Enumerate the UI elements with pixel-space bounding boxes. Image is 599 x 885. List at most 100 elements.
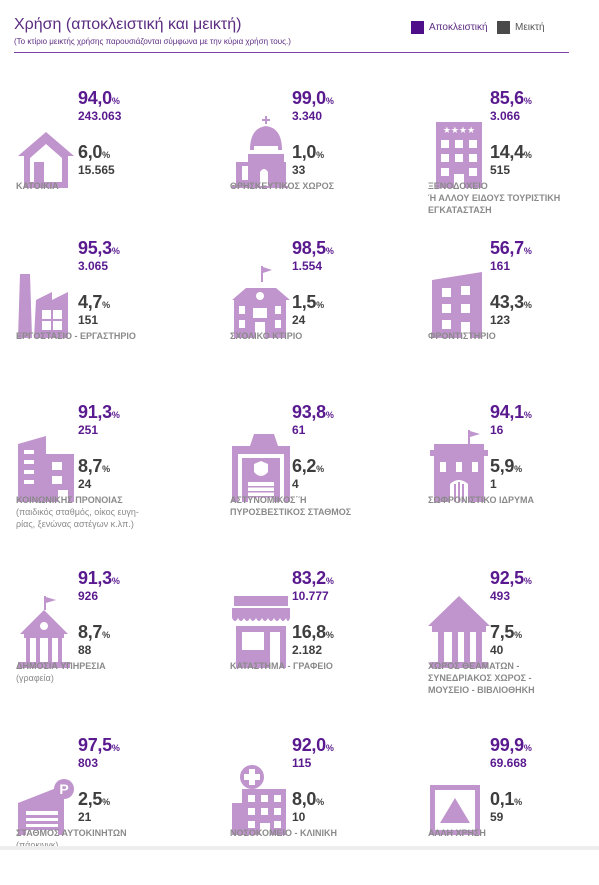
mixed-count: 515 [490, 163, 511, 177]
exclusive-count: 493 [490, 589, 511, 603]
mixed-count: 15.565 [78, 163, 115, 177]
percent-sign: % [102, 464, 110, 474]
usage-cell-museum: 92,5% 493 7,5% 40 ΧΩΡΟΣ ΘΕΑΜΑΤΩΝ - ΣΥΝΕΔΡΙΑΚΟ… [428, 568, 599, 718]
usage-cell-shop: 83,2% 10.777 16,8% 2.182 ΚΑΤΑΣΤΗΜΑ - ΓΡΑΦΕΙΟ [230, 568, 410, 718]
police-station-icon [230, 430, 292, 502]
page-subtitle: (Το κτίριο μεικτής χρήσης παρουσιάζονται… [14, 37, 291, 46]
percent-sign: % [102, 300, 110, 310]
exclusive-count: 115 [292, 756, 312, 770]
usage-label: ΣΧΟΛΙΚΟ ΚΤΙΡΙΟ [230, 331, 303, 341]
usage-label: ΝΟΣΟΚΟΜΕΙΟ - ΚΛΙΝΙΚΗ [230, 828, 337, 838]
percent-sign: % [514, 797, 522, 807]
usage-label: ΚΑΤΟΙΚΙΑ [16, 181, 59, 191]
exclusive-percent: 92,0% [292, 735, 334, 755]
usage-label: ΚΑΤΑΣΤΗΜΑ - ΓΡΑΦΕΙΟ [230, 661, 333, 671]
header: Χρήση (αποκλειστική και μεικτή) (Το κτίρ… [14, 16, 570, 54]
mixed-percent: 6,2% [292, 456, 324, 476]
exclusive-percent: 97,5% [78, 735, 120, 755]
usage-note: (πάρκινγκ) [16, 840, 59, 850]
percent-sign: % [523, 410, 532, 420]
exclusive-percent: 94,1% [490, 402, 532, 422]
mixed-percent: 8,0% [292, 789, 324, 809]
welfare-building-icon [16, 430, 78, 502]
usage-label: ΧΩΡΟΣ ΘΕΑΜΑΤΩΝ - ΣΥΝΕΔΡΙΑΚΟΣ ΧΩΡΟΣ - ΜΟΥΣΕ… [428, 661, 535, 695]
exclusive-percent: 83,2% [292, 568, 334, 588]
exclusive-percent: 99,0% [292, 88, 334, 108]
exclusive-percent: 92,5% [490, 568, 532, 588]
exclusive-percent: 93,8% [292, 402, 334, 422]
usage-cell-hospital: 92,0% 115 8,0% 10 ΝΟΣΟΚΟΜΕΙΟ - ΚΛΙΝΙΚΗ [230, 735, 410, 885]
mixed-count: 24 [78, 477, 92, 491]
exclusive-percent: 95,3% [78, 238, 120, 258]
mixed-count: 4 [292, 477, 299, 491]
percent-sign: % [523, 150, 532, 160]
usage-note: (παιδικός σταθμός, οίκος ευγη-ρίας, ξενώ… [16, 507, 139, 529]
exclusive-count: 3.065 [78, 259, 109, 273]
exclusive-percent: 56,7% [490, 238, 532, 258]
usage-cell-welfare-building: 91,3% 251 8,7% 24 ΚΟΙΝΩΝΙΚΗΣ ΠΡΟΝΟΙΑΣ (παιδικ… [16, 402, 196, 552]
hotel-icon: ★★★★ [428, 116, 490, 188]
exclusive-percent: 99,9% [490, 735, 532, 755]
percent-sign: % [325, 410, 334, 420]
exclusive-count: 1.554 [292, 259, 323, 273]
svg-text:P: P [59, 781, 68, 797]
mixed-percent: 1,0% [292, 142, 324, 162]
usage-cell-house: 94,0% 243.063 6,0% 15.565 ΚΑΤΟΙΚΙΑ [16, 88, 196, 238]
usage-label: ΚΟΙΝΩΝΙΚΗΣ ΠΡΟΝΟΙΑΣ [16, 495, 123, 505]
percent-sign: % [111, 743, 120, 753]
percent-sign: % [523, 576, 532, 586]
page-title: Χρήση (αποκλειστική και μεικτή) [14, 16, 242, 33]
footer-divider [0, 846, 599, 850]
shop-icon [230, 596, 292, 668]
percent-sign: % [514, 464, 522, 474]
exclusive-count: 243.063 [78, 109, 122, 123]
percent-sign: % [111, 576, 120, 586]
factory-icon [16, 266, 78, 338]
usage-label: ΣΩΦΡΟΝΙΣΤΙΚΟ ΙΔΡΥΜΑ [428, 495, 534, 505]
museum-icon [428, 596, 490, 668]
header-divider [14, 52, 569, 53]
percent-sign: % [325, 96, 334, 106]
usage-label: ΦΡΟΝΤΙΣΤΗΡΙΟ [428, 331, 496, 341]
svg-text:★★★★: ★★★★ [443, 126, 475, 136]
mixed-count: 123 [490, 313, 511, 327]
usage-cell-tutoring-building: 56,7% 161 43,3% 123 ΦΡΟΝΤΙΣΤΗΡΙΟ [428, 238, 599, 388]
mixed-percent: 4,7% [78, 292, 110, 312]
exclusive-percent: 85,6% [490, 88, 532, 108]
usage-cell-prison: 94,1% 16 5,9% 1 ΣΩΦΡΟΝΙΣΤΙΚΟ ΙΔΡΥΜΑ [428, 402, 599, 552]
mixed-percent: 8,7% [78, 622, 110, 642]
legend-exclusive-swatch [411, 21, 424, 34]
mixed-count: 10 [292, 810, 306, 824]
usage-label: ΞΕΝΟΔΟΧΕΙΟ Ή ΑΛΛΟΥ ΕΙΔΟΥΣ ΤΟΥΡΙΣΤΙΚΗ ΕΓΚΑΤ… [428, 181, 561, 215]
usage-cell-church: 99,0% 3.340 1,0% 33 ΘΡΗΣΚΕΥΤΙΚΟΣ ΧΩΡΟΣ [230, 88, 410, 238]
percent-sign: % [325, 576, 334, 586]
exclusive-count: 61 [292, 423, 306, 437]
usage-cell-factory: 95,3% 3.065 4,7% 151 ΕΡΓΟΣΤΑΣΙΟ - ΕΡΓΑΣΤΗΡΙΟ [16, 238, 196, 388]
percent-sign: % [111, 410, 120, 420]
percent-sign: % [523, 246, 532, 256]
percent-sign: % [523, 300, 532, 310]
prison-icon [428, 430, 490, 502]
percent-sign: % [316, 300, 324, 310]
usage-cell-hotel: ★★★★ 85,6% 3.066 14,4% 515 ΞΕΝΟΔΟΧΕΙΟ Ή ΑΛΛΟΥ… [428, 88, 599, 238]
percent-sign: % [111, 246, 120, 256]
mixed-count: 33 [292, 163, 306, 177]
percent-sign: % [316, 150, 324, 160]
hospital-icon [230, 763, 292, 835]
percent-sign: % [102, 150, 110, 160]
mixed-percent: 7,5% [490, 622, 522, 642]
parking-icon: P [16, 763, 78, 835]
usage-label: ΘΡΗΣΚΕΥΤΙΚΟΣ ΧΩΡΟΣ [230, 181, 335, 191]
mixed-percent: 16,8% [292, 622, 334, 642]
church-icon [230, 116, 292, 188]
mixed-count: 24 [292, 313, 306, 327]
percent-sign: % [316, 797, 324, 807]
mixed-count: 21 [78, 810, 92, 824]
usage-label: ΑΣΤΥΝΟΜΙΚΟΣ΄Ή ΠΥΡΟΣΒΕΣΤΙΚΟΣ ΣΤΑΘΜΟΣ [230, 495, 352, 517]
mixed-count: 2.182 [292, 643, 323, 657]
exclusive-count: 3.066 [490, 109, 521, 123]
exclusive-percent: 91,3% [78, 402, 120, 422]
mixed-percent: 6,0% [78, 142, 110, 162]
usage-cell-other-use: 99,9% 69.668 0,1% 59 ΑΛΛΗ ΧΡΗΣΗ [428, 735, 599, 885]
exclusive-percent: 98,5% [292, 238, 334, 258]
